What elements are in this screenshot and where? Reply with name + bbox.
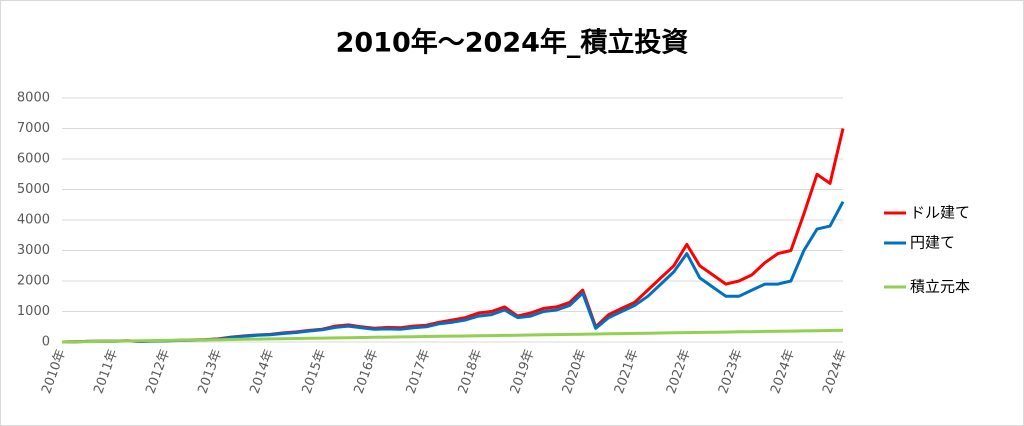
chart-title: 2010年～2024年_積立投資 [336, 27, 689, 59]
y-tick-label: 7000 [17, 121, 50, 136]
y-tick-label: 0 [42, 335, 50, 350]
line-series [61, 328, 844, 344]
y-tick-label: 3000 [17, 243, 50, 258]
legend-text: 積立元本 [910, 278, 970, 296]
legend-text: 円建て [910, 234, 955, 252]
legend-text: ドル建て [910, 204, 970, 222]
y-tick-label: 6000 [17, 152, 50, 167]
y-tick-label: 2000 [17, 274, 50, 289]
y-tick-label: 1000 [17, 304, 50, 319]
y-tick-label: 8000 [17, 91, 50, 106]
y-tick-label: 5000 [17, 182, 50, 197]
y-tick-label: 4000 [17, 213, 50, 228]
